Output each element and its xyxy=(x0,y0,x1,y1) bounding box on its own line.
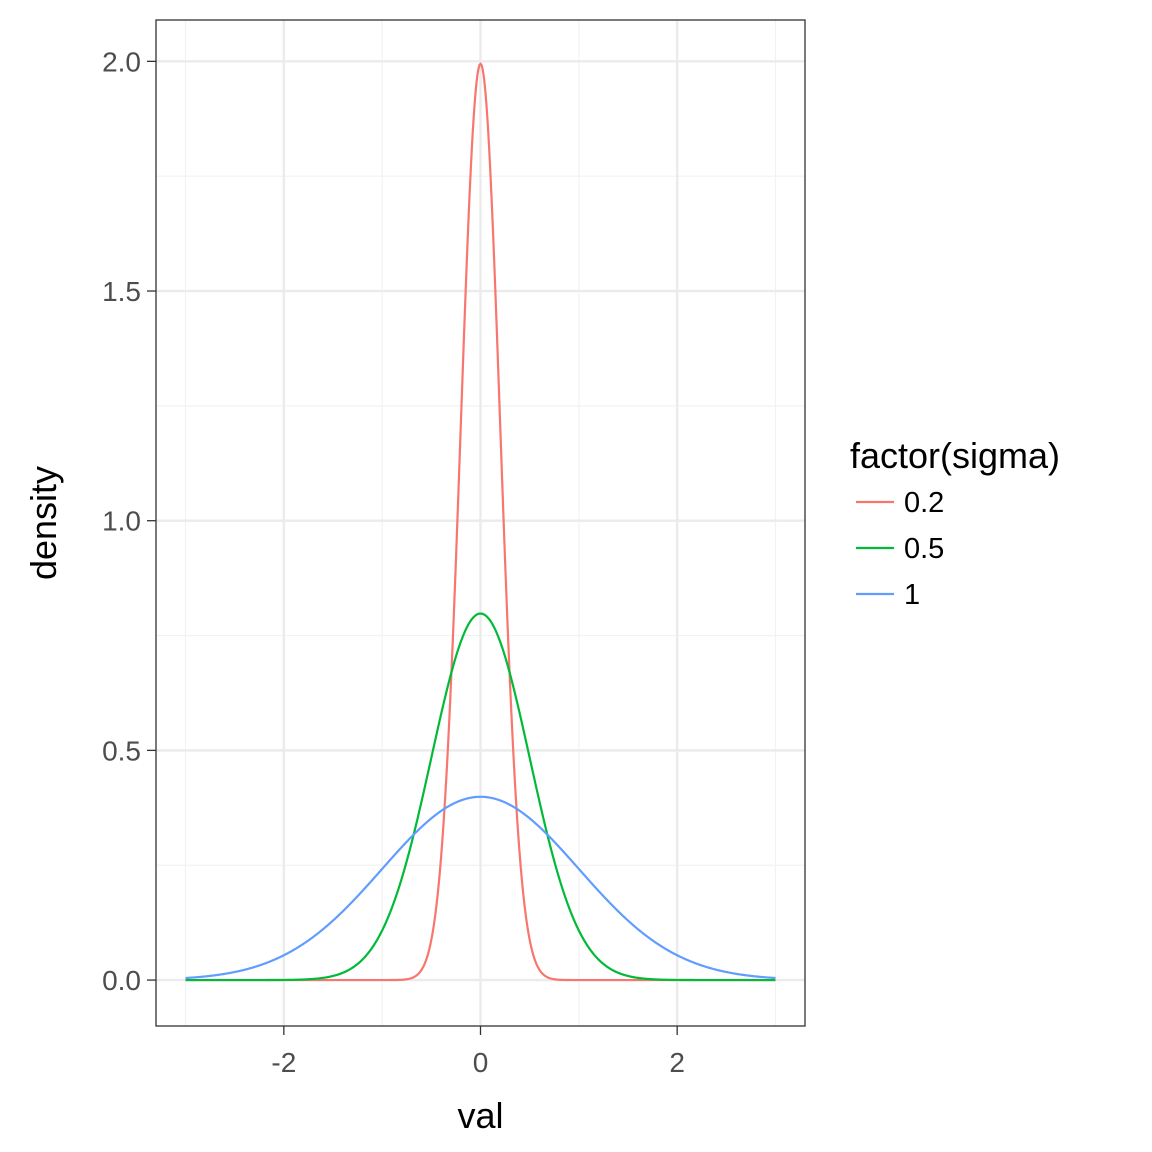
x-tick-label-1: 0 xyxy=(473,1047,489,1078)
legend: factor(sigma) 0.2 0.5 1 xyxy=(850,435,1060,611)
x-tick-label-0: -2 xyxy=(271,1047,296,1078)
x-axis: -2 0 2 xyxy=(271,1026,685,1078)
y-tick-label-2: 1.0 xyxy=(102,506,141,537)
x-axis-title: val xyxy=(457,1095,503,1136)
x-tick-label-2: 2 xyxy=(669,1047,685,1078)
y-tick-label-0: 0.0 xyxy=(102,965,141,996)
y-axis: 0.0 0.5 1.0 1.5 2.0 xyxy=(102,46,156,996)
y-axis-title: density xyxy=(23,466,64,580)
series-lines xyxy=(185,62,776,982)
series-line-0.5 xyxy=(185,612,776,982)
y-tick-label-3: 1.5 xyxy=(102,276,141,307)
series-line-1 xyxy=(185,795,776,980)
legend-label-1: 1 xyxy=(904,579,920,611)
legend-label-0.5: 0.5 xyxy=(904,533,944,565)
grid xyxy=(156,20,805,1026)
y-tick-label-1: 0.5 xyxy=(102,735,141,766)
legend-label-0.2: 0.2 xyxy=(904,487,944,519)
y-tick-label-4: 2.0 xyxy=(102,46,141,77)
legend-title: factor(sigma) xyxy=(850,435,1060,476)
